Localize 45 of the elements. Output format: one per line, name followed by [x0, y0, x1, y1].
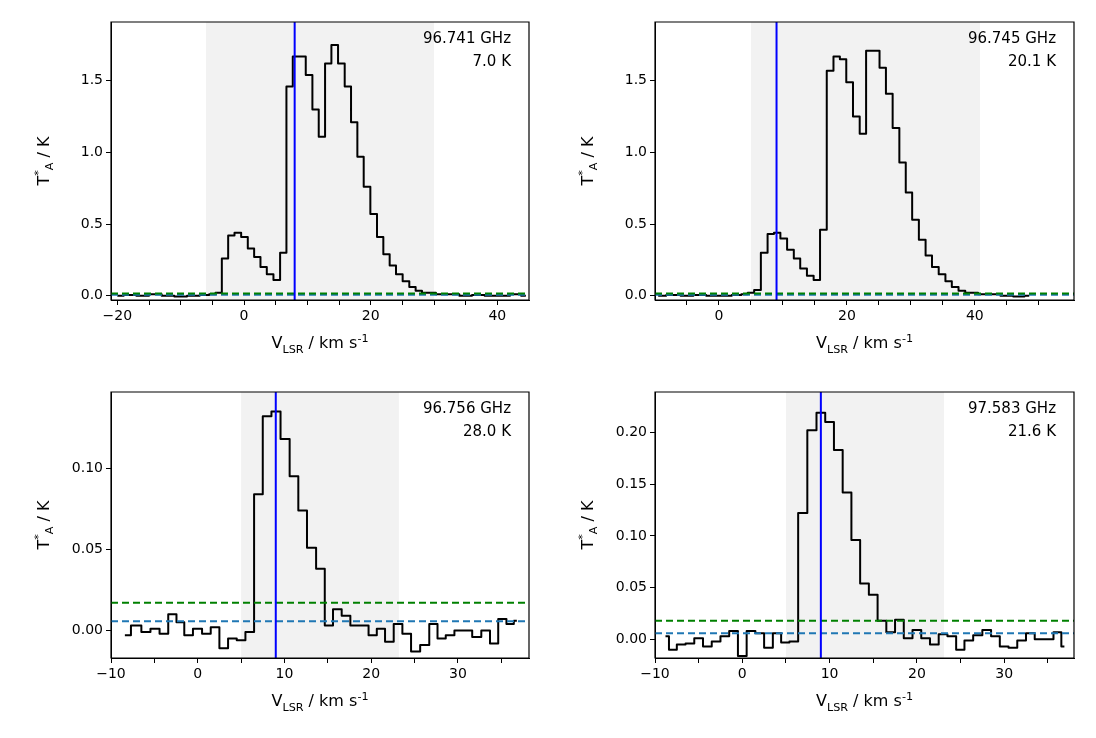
- x-tick-label: 20: [837, 307, 856, 324]
- annotation: 28.0 K: [462, 422, 513, 441]
- y-tick-label: 0.15: [615, 474, 647, 491]
- annotation: 7.0 K: [472, 52, 513, 71]
- y-tick-label: 0.10: [71, 458, 103, 475]
- y-tick-label: 0.0: [624, 286, 647, 303]
- y-tick-label: 0.05: [71, 539, 103, 556]
- y-tick-label: 0.00: [615, 630, 647, 647]
- x-tick-label: −20: [102, 307, 133, 324]
- x-axis-title: V$_{LSR}$ / km s$^{-1}$: [271, 332, 369, 356]
- y-tick-label: 0.5: [80, 214, 103, 231]
- y-tick-label: 1.5: [624, 71, 647, 88]
- annotation: 96.741 GHz: [422, 29, 512, 48]
- y-tick-label: 1.5: [80, 71, 103, 88]
- x-tick-label: 10: [820, 665, 839, 682]
- x-tick-label: 40: [965, 307, 984, 324]
- x-tick-label: 30: [448, 665, 467, 682]
- x-tick-label: 20: [361, 307, 380, 324]
- annotation: 96.756 GHz: [422, 399, 512, 418]
- x-axis-title: V$_{LSR}$ / km s$^{-1}$: [815, 332, 914, 356]
- y-tick-label: 0.0: [80, 286, 103, 303]
- x-tick-label: −10: [96, 665, 126, 682]
- x-axis-title: V$_{LSR}$ / km s$^{-1}$: [815, 690, 914, 714]
- annotation: 20.1 K: [1007, 52, 1058, 71]
- x-tick-label: 0: [239, 307, 249, 324]
- y-tick-label: 0.05: [615, 578, 647, 595]
- annotation: 96.745 GHz: [967, 29, 1057, 48]
- y-tick-label: 0.20: [615, 423, 647, 440]
- y-tick-label: 0.10: [615, 526, 647, 543]
- y-tick-label: 0.5: [624, 214, 647, 231]
- y-tick-label: 0.00: [71, 621, 103, 638]
- annotation: 21.6 K: [1007, 422, 1058, 441]
- x-tick-label: 10: [275, 665, 294, 682]
- x-tick-label: 0: [714, 307, 724, 324]
- x-tick-label: 20: [362, 665, 381, 682]
- x-tick-label: −10: [640, 665, 670, 682]
- x-tick-label: 0: [737, 665, 747, 682]
- x-tick-label: 0: [193, 665, 203, 682]
- x-tick-label: 40: [488, 307, 507, 324]
- x-tick-label: 30: [995, 665, 1014, 682]
- x-tick-label: 20: [907, 665, 926, 682]
- y-tick-label: 1.0: [80, 143, 103, 160]
- y-tick-label: 1.0: [624, 143, 647, 160]
- annotation: 97.583 GHz: [967, 399, 1057, 418]
- x-axis-title: V$_{LSR}$ / km s$^{-1}$: [271, 690, 369, 714]
